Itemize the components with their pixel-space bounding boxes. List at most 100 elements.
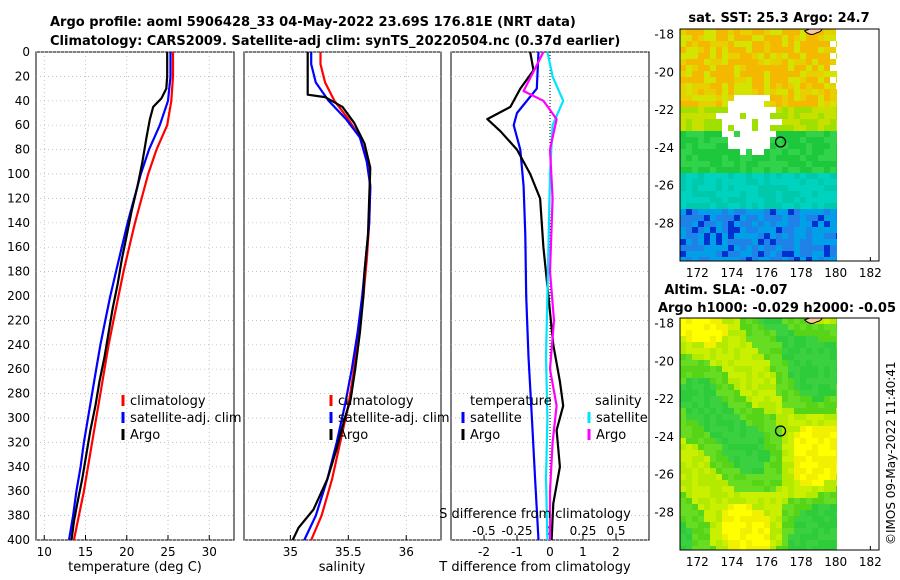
sst-cell [680, 257, 686, 261]
sla-cell [836, 330, 837, 336]
sst-cell [782, 203, 788, 209]
sst-cell [782, 209, 788, 215]
sla-cell [782, 450, 788, 456]
sst-cell [692, 149, 698, 155]
sla-cell [692, 534, 698, 540]
sst-cell [722, 71, 728, 77]
sla-cell [752, 330, 758, 336]
x2-tick-label: -0.5 [472, 524, 495, 538]
sla-cell [728, 420, 734, 426]
sla-cell [746, 324, 752, 330]
sla-cell [680, 426, 686, 432]
sla-cell [698, 546, 704, 550]
sst-lon-label: 182 [859, 266, 882, 280]
sst-cell [698, 113, 704, 119]
sla-cell [710, 540, 716, 546]
sst-lat-label: -26 [654, 179, 674, 193]
sla-cell [788, 318, 794, 324]
sst-cell [758, 83, 764, 89]
sst-cell [818, 251, 824, 257]
sst-cell [794, 197, 800, 203]
sla-cell [740, 402, 746, 408]
series-line-argo [291, 52, 372, 541]
sst-cell [698, 149, 704, 155]
sst-cell [680, 71, 686, 77]
sla-cell [800, 408, 806, 414]
sla-cell [758, 468, 764, 474]
sla-cell [770, 438, 776, 444]
sla-cell [752, 540, 758, 546]
sla-cell [680, 402, 686, 408]
sst-cell [698, 131, 704, 137]
sst-cell [704, 89, 710, 95]
sst-cell [788, 65, 794, 71]
sla-cell [830, 492, 836, 498]
sla-cell [728, 426, 734, 432]
sla-cell [806, 456, 812, 462]
sst-cell [740, 65, 746, 71]
sla-cell [680, 438, 686, 444]
sst-cell [812, 155, 818, 161]
sst-cell [782, 29, 788, 35]
sla-cell [716, 420, 722, 426]
sst-cell [698, 173, 704, 179]
sla-cell [692, 420, 698, 426]
sla-cell [698, 414, 704, 420]
sst-cell [716, 119, 722, 125]
sla-cell [752, 486, 758, 492]
sst-cell [758, 71, 764, 77]
sla-cell [800, 372, 806, 378]
sst-cell [812, 107, 818, 113]
sla-cell [800, 426, 806, 432]
sst-cell [764, 131, 770, 137]
sla-cell [692, 372, 698, 378]
sla-cell [692, 336, 698, 342]
sst-cell [812, 197, 818, 203]
sla-cell [728, 474, 734, 480]
sst-cell [680, 101, 686, 107]
sla-cell [824, 354, 830, 360]
sst-cell [728, 221, 734, 227]
sla-cell [722, 468, 728, 474]
sst-cell [740, 41, 746, 47]
sst-cell [770, 143, 776, 149]
sst-cell [686, 257, 692, 261]
sst-cell [818, 239, 824, 245]
sst-cell [716, 221, 722, 227]
sla-cell [818, 444, 824, 450]
sst-cell [692, 107, 698, 113]
sst-cell [806, 65, 812, 71]
sla-cell [824, 546, 830, 550]
sla-cell [680, 360, 686, 366]
sla-cell [776, 366, 782, 372]
sst-cell [770, 209, 776, 215]
sst-cell [728, 143, 734, 149]
sla-cell [716, 432, 722, 438]
sla-cell [824, 438, 830, 444]
sst-cell [764, 161, 770, 167]
sla-cell [740, 348, 746, 354]
sla-cell [758, 408, 764, 414]
sla-cell [746, 366, 752, 372]
sst-cell [830, 53, 836, 59]
sla-cell [758, 522, 764, 528]
sla-cell [782, 372, 788, 378]
sst-cell [836, 77, 837, 83]
sst-cell [794, 35, 800, 41]
sst-cell [740, 227, 746, 233]
sla-cell [788, 534, 794, 540]
sla-cell [782, 432, 788, 438]
sla-cell [830, 402, 836, 408]
sla-cell [764, 474, 770, 480]
sst-cell [776, 143, 782, 149]
sla-cell [818, 492, 824, 498]
sst-cell [698, 233, 704, 239]
sla-cell [686, 486, 692, 492]
sla-cell [692, 426, 698, 432]
sla-cell [776, 360, 782, 366]
sst-cell [830, 161, 836, 167]
sla-cell [686, 336, 692, 342]
sst-cell [812, 95, 818, 101]
sst-cell [740, 131, 746, 137]
